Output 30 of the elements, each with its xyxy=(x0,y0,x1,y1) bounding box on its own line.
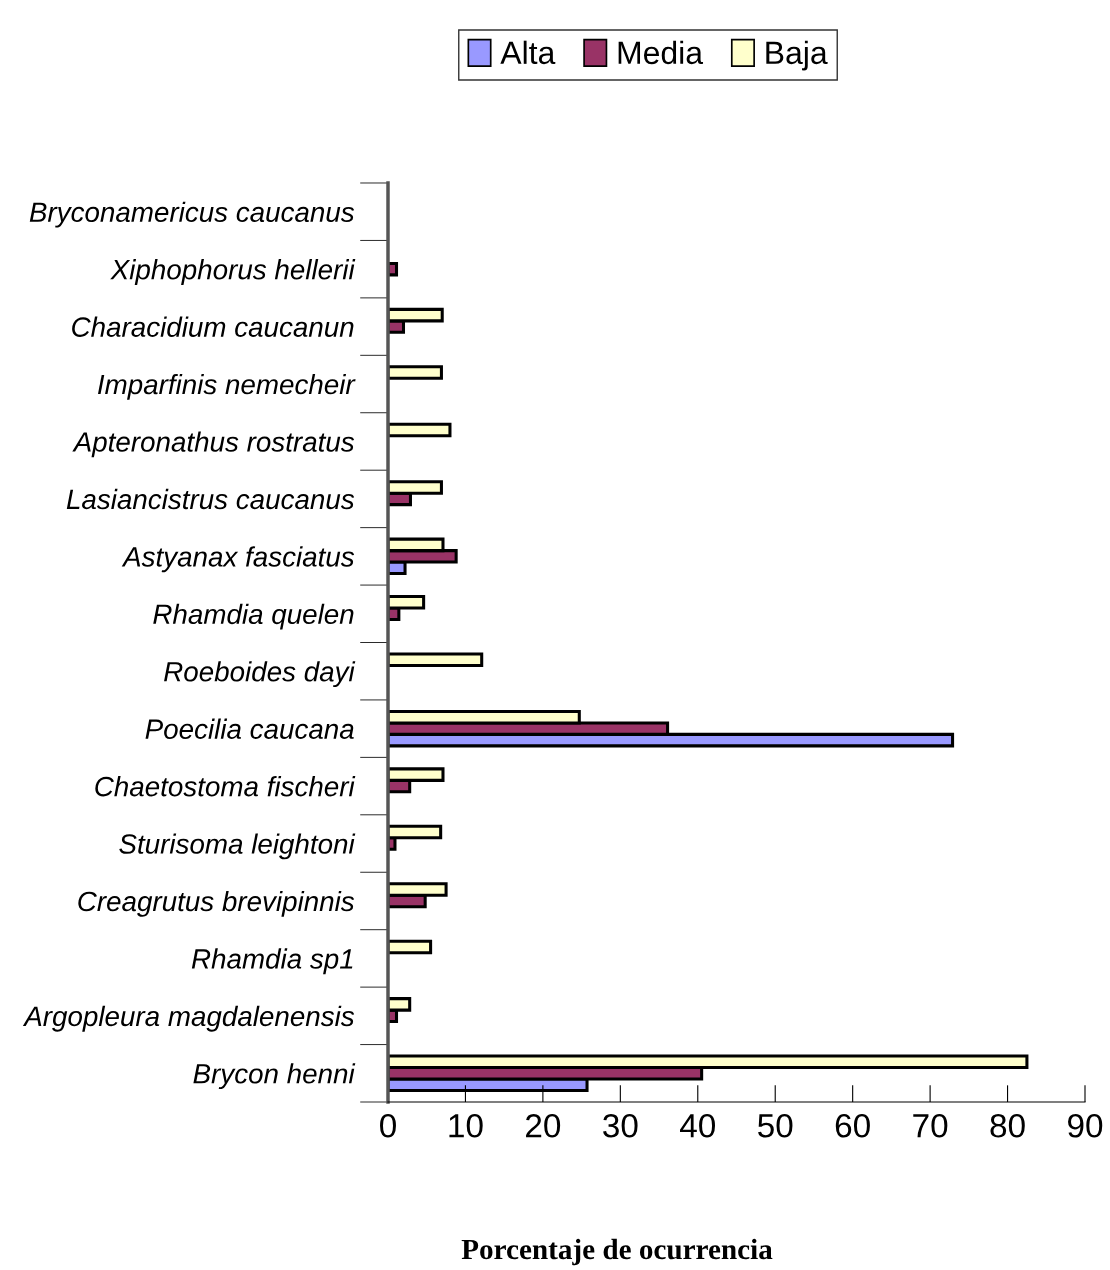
x-tick-label: 90 xyxy=(1068,1113,1103,1138)
legend-label: Alta xyxy=(500,40,556,65)
y-tick-label: Imparfinis nemecheir xyxy=(97,373,356,400)
y-tick-label: Poecilia caucana xyxy=(145,718,354,739)
x-tick-label: 0 xyxy=(380,1113,396,1138)
y-tick-label: Characidium caucanun xyxy=(72,316,354,337)
y-tick-label: Rhamdia quelen xyxy=(153,603,354,630)
y-tick-label: Roeboides dayi xyxy=(164,661,356,688)
legend-label: Media xyxy=(618,40,704,65)
x-tick-label: 70 xyxy=(913,1113,948,1138)
y-tick-label: Xiphophorus hellerii xyxy=(110,259,356,285)
x-axis-title: Porcentaje de ocurrencia xyxy=(461,1238,773,1266)
y-tick-label: Sturisoma leightoni xyxy=(119,833,356,860)
y-tick-label: Bryconamericus caucanus xyxy=(29,201,355,228)
x-tick-label: 40 xyxy=(680,1113,716,1138)
y-tick-label: Creagrutus brevipinnis xyxy=(78,890,355,917)
x-tick-label: 80 xyxy=(990,1113,1025,1138)
y-tick-label: Rhamdia sp1 xyxy=(191,948,353,975)
legend-label: Baja xyxy=(766,40,828,71)
y-tick-label: Brycon henni xyxy=(193,1063,356,1090)
x-tick-label: 60 xyxy=(835,1113,870,1138)
y-tick-label: Argopleura magdalenensis xyxy=(22,1005,355,1032)
x-tick-label: 30 xyxy=(603,1113,638,1138)
y-tick-label: Chaetostoma fischeri xyxy=(95,776,356,797)
y-tick-label: Astyanax fasciatus xyxy=(121,546,355,573)
x-tick-label: 50 xyxy=(758,1113,793,1138)
x-tick-label: 10 xyxy=(449,1113,483,1138)
y-tick-label: Apteronathus rostratus xyxy=(72,431,355,458)
y-tick-label: Lasiancistrus caucanus xyxy=(66,488,355,510)
x-tick-label: 20 xyxy=(526,1113,561,1138)
